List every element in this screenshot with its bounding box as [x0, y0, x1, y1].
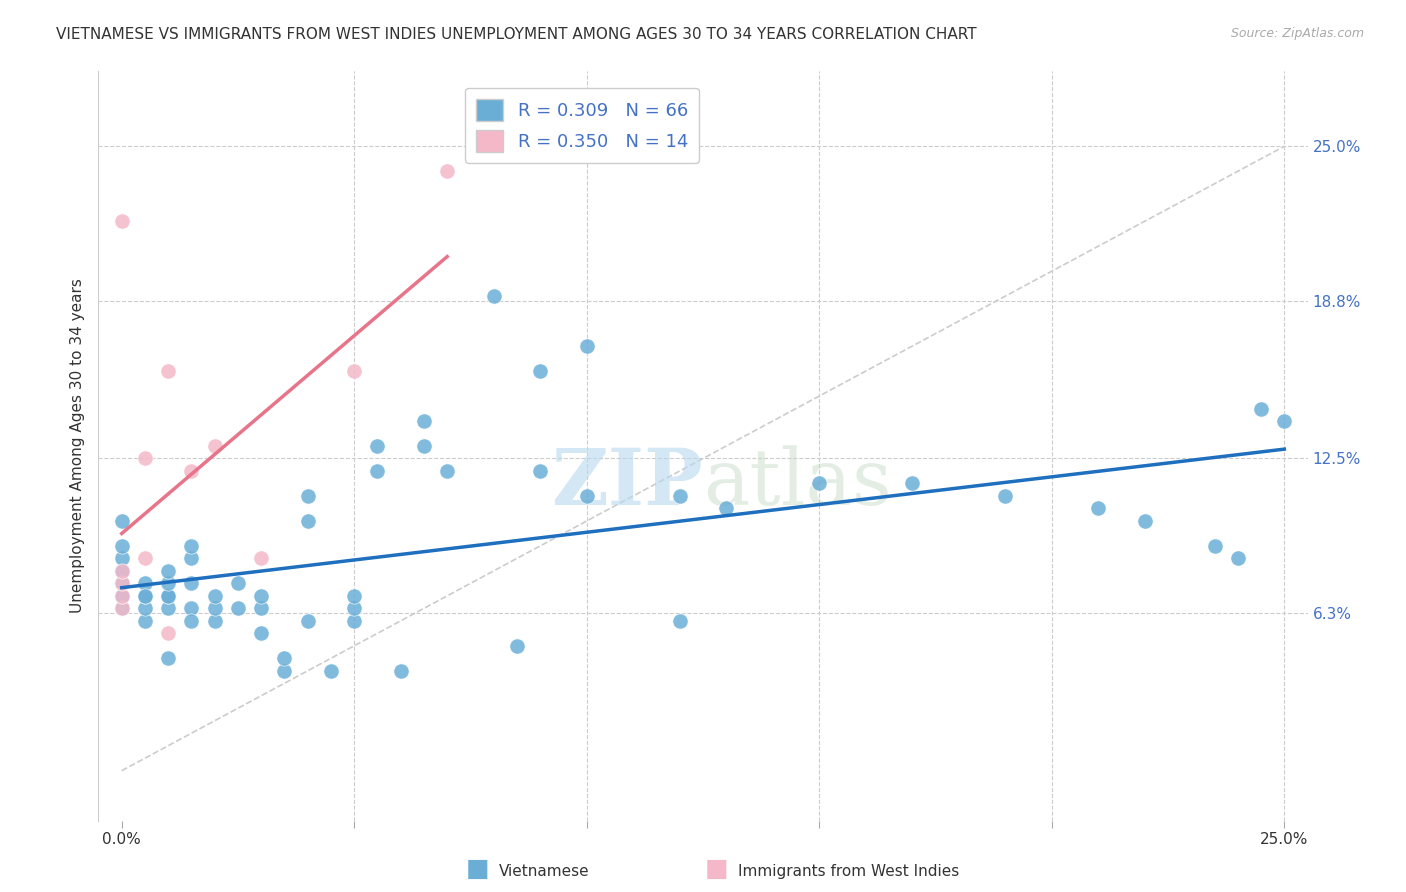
- Point: [319, 664, 342, 678]
- Point: [134, 589, 156, 603]
- Point: [134, 576, 156, 591]
- Point: [204, 601, 226, 615]
- Point: [529, 464, 551, 478]
- Point: [250, 589, 273, 603]
- Point: [273, 651, 295, 665]
- Point: [180, 539, 202, 553]
- Point: [994, 489, 1017, 503]
- Point: [111, 564, 134, 578]
- Point: [226, 576, 249, 591]
- Point: [157, 564, 180, 578]
- Point: [180, 576, 202, 591]
- Point: [1087, 501, 1109, 516]
- Point: [250, 601, 273, 615]
- Point: [343, 364, 366, 378]
- Point: [1226, 551, 1249, 566]
- Text: ZIP: ZIP: [551, 445, 703, 522]
- Point: [204, 439, 226, 453]
- Point: [901, 476, 924, 491]
- Point: [111, 551, 134, 566]
- Point: [297, 514, 319, 528]
- Point: [343, 589, 366, 603]
- Point: [506, 639, 529, 653]
- Point: [134, 601, 156, 615]
- Point: [436, 464, 458, 478]
- Point: [111, 589, 134, 603]
- Point: [668, 614, 690, 628]
- Point: [134, 551, 156, 566]
- Point: [273, 664, 295, 678]
- Point: [111, 576, 134, 591]
- Point: [436, 164, 458, 178]
- Point: [111, 214, 134, 228]
- Point: [343, 614, 366, 628]
- Point: [111, 601, 134, 615]
- Point: [343, 601, 366, 615]
- Text: Source: ZipAtlas.com: Source: ZipAtlas.com: [1230, 27, 1364, 40]
- Point: [157, 364, 180, 378]
- Point: [157, 589, 180, 603]
- Point: [134, 451, 156, 466]
- Point: [413, 439, 436, 453]
- Point: [134, 589, 156, 603]
- Point: [111, 589, 134, 603]
- Y-axis label: Unemployment Among Ages 30 to 34 years: Unemployment Among Ages 30 to 34 years: [69, 278, 84, 614]
- Legend: R = 0.309   N = 66, R = 0.350   N = 14: R = 0.309 N = 66, R = 0.350 N = 14: [465, 88, 699, 162]
- Point: [180, 614, 202, 628]
- Point: [529, 364, 551, 378]
- Point: [413, 414, 436, 428]
- Point: [204, 614, 226, 628]
- Point: [366, 464, 388, 478]
- Point: [250, 626, 273, 640]
- Point: [716, 501, 738, 516]
- Point: [157, 601, 180, 615]
- Text: Vietnamese: Vietnamese: [499, 864, 589, 879]
- Point: [111, 514, 134, 528]
- Text: ■: ■: [706, 857, 728, 881]
- Point: [808, 476, 831, 491]
- Point: [1133, 514, 1156, 528]
- Point: [134, 614, 156, 628]
- Point: [157, 576, 180, 591]
- Point: [180, 551, 202, 566]
- Point: [482, 289, 505, 303]
- Point: [204, 589, 226, 603]
- Point: [297, 614, 319, 628]
- Point: [389, 664, 412, 678]
- Point: [111, 601, 134, 615]
- Point: [111, 576, 134, 591]
- Text: ■: ■: [467, 857, 489, 881]
- Point: [111, 589, 134, 603]
- Point: [1250, 401, 1272, 416]
- Point: [1272, 414, 1295, 428]
- Point: [157, 626, 180, 640]
- Point: [668, 489, 690, 503]
- Point: [157, 589, 180, 603]
- Point: [180, 601, 202, 615]
- Point: [157, 651, 180, 665]
- Text: VIETNAMESE VS IMMIGRANTS FROM WEST INDIES UNEMPLOYMENT AMONG AGES 30 TO 34 YEARS: VIETNAMESE VS IMMIGRANTS FROM WEST INDIE…: [56, 27, 977, 42]
- Text: atlas: atlas: [703, 446, 891, 521]
- Point: [366, 439, 388, 453]
- Point: [111, 539, 134, 553]
- Point: [226, 601, 249, 615]
- Point: [1204, 539, 1226, 553]
- Point: [180, 464, 202, 478]
- Text: Immigrants from West Indies: Immigrants from West Indies: [738, 864, 959, 879]
- Point: [575, 339, 598, 353]
- Point: [250, 551, 273, 566]
- Point: [297, 489, 319, 503]
- Point: [575, 489, 598, 503]
- Point: [111, 564, 134, 578]
- Point: [111, 564, 134, 578]
